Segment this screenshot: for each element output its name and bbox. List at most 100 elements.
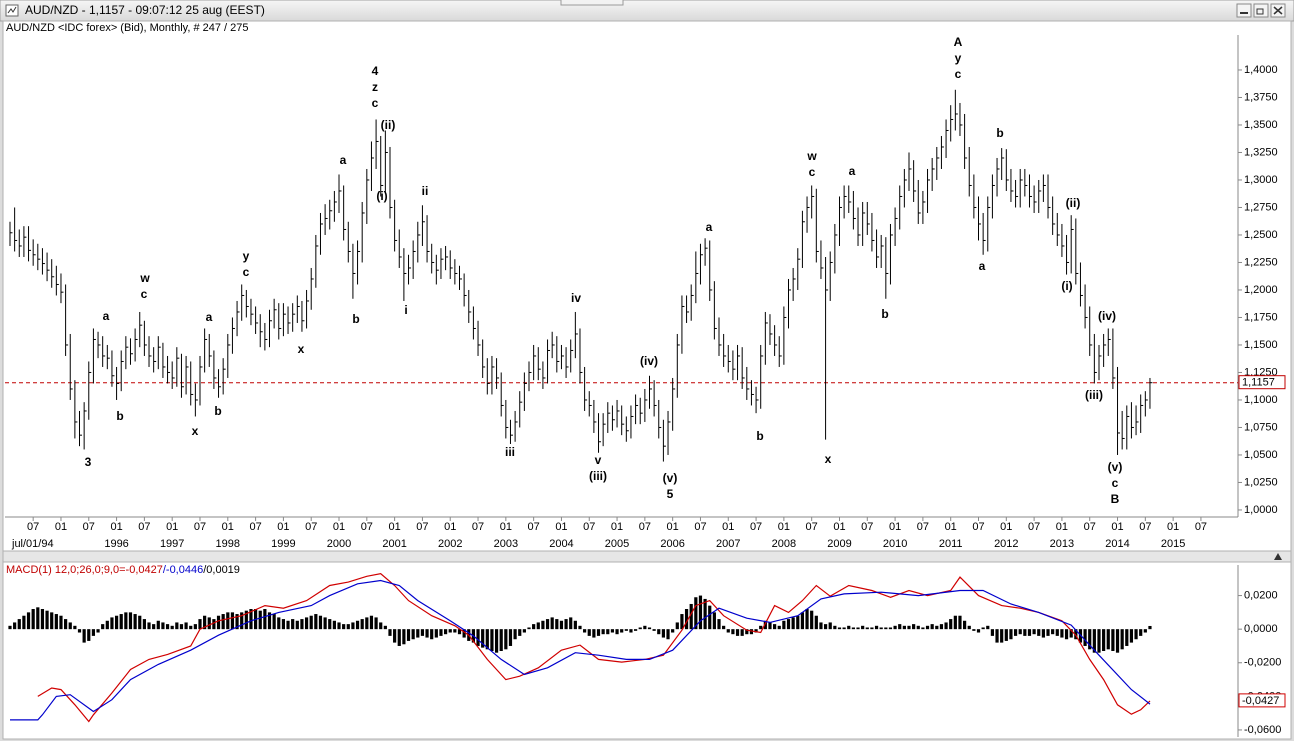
histogram-bar xyxy=(26,612,31,630)
histogram-bar xyxy=(564,619,568,630)
x-tick-label: 07 xyxy=(138,521,150,533)
histogram-bar xyxy=(902,625,906,630)
histogram-bar xyxy=(722,625,726,630)
x-tick-label: 07 xyxy=(27,521,39,533)
x-tick-label: 01 xyxy=(1056,521,1068,533)
wave-label: v xyxy=(595,453,602,467)
wave-label: (iv) xyxy=(1098,309,1116,323)
y-tick-label: -0,0200 xyxy=(1244,657,1281,669)
histogram-bar xyxy=(981,627,985,630)
histogram-bar xyxy=(912,624,916,630)
wave-label: c xyxy=(809,165,816,179)
histogram-bar xyxy=(976,629,981,633)
x-tick-label: 07 xyxy=(361,521,373,533)
histogram-bar xyxy=(300,619,304,630)
histogram-bar xyxy=(240,612,244,630)
y-tick-label: 1,1500 xyxy=(1244,339,1278,351)
histogram-bar xyxy=(1148,625,1152,630)
wave-label: x xyxy=(192,424,199,438)
histogram-bar xyxy=(768,622,772,630)
histogram-bar xyxy=(601,629,605,635)
x-tick-label: 07 xyxy=(917,521,929,533)
histogram-bar xyxy=(958,615,962,630)
minimize-button[interactable] xyxy=(1236,3,1252,18)
histogram-bar xyxy=(1129,629,1134,643)
histogram-bar xyxy=(494,629,499,653)
histogram-bar xyxy=(420,629,425,636)
histogram-bar xyxy=(360,619,364,630)
histogram-bar xyxy=(351,622,355,630)
histogram-bar xyxy=(661,629,665,638)
wave-label: (iii) xyxy=(1085,388,1103,402)
histogram-bar xyxy=(1023,629,1027,636)
x-tick-label: 07 xyxy=(249,521,261,533)
histogram-bar xyxy=(703,598,707,630)
wave-label: b xyxy=(996,126,1003,140)
histogram-bar xyxy=(735,629,740,636)
histogram-bar xyxy=(318,615,323,630)
year-label: 1999 xyxy=(271,538,295,550)
histogram-bar xyxy=(346,624,350,630)
histogram-bar xyxy=(87,629,91,641)
x-tick-label: 07 xyxy=(694,521,706,533)
histogram-bar xyxy=(45,610,49,630)
histogram-bar xyxy=(671,629,675,633)
histogram-bar xyxy=(1000,629,1004,643)
histogram-bar xyxy=(805,609,809,630)
histogram-bar xyxy=(587,629,591,636)
histogram-bar xyxy=(235,614,239,630)
crosshair-tab[interactable] xyxy=(560,0,624,6)
x-tick-label: 01 xyxy=(722,521,734,533)
histogram-bar xyxy=(105,620,109,630)
histogram-bar xyxy=(569,617,573,630)
histogram-bar xyxy=(1037,629,1041,636)
histogram-bar xyxy=(1018,629,1022,635)
year-label: 2008 xyxy=(772,538,796,550)
histogram-bar xyxy=(1046,629,1050,636)
histogram-bar xyxy=(698,595,703,630)
year-label: 2000 xyxy=(327,538,351,550)
histogram-bar xyxy=(59,615,63,630)
panel-toggle[interactable] xyxy=(1274,553,1282,560)
macd-legend-signal: /-0,0446 xyxy=(163,564,203,576)
histogram-bar xyxy=(916,625,920,630)
restore-button[interactable] xyxy=(1253,3,1269,18)
histogram-bar xyxy=(499,629,503,651)
histogram-bar xyxy=(411,629,415,640)
histogram-bar xyxy=(170,625,174,630)
histogram-bar xyxy=(142,619,146,630)
histogram-bar xyxy=(814,615,818,630)
year-label: jul/01/94 xyxy=(11,538,54,550)
wave-label: (i) xyxy=(1061,279,1072,293)
histogram-bar xyxy=(277,617,281,630)
histogram-bar xyxy=(73,625,77,630)
close-glyph xyxy=(1273,6,1283,15)
histogram-bar xyxy=(684,609,689,630)
histogram-bar xyxy=(1051,629,1055,635)
histogram-bar xyxy=(953,615,957,630)
histogram-bar xyxy=(425,629,429,638)
wave-label: (v) xyxy=(663,471,678,485)
histogram-bar xyxy=(17,619,21,630)
x-tick-label: 01 xyxy=(333,521,345,533)
histogram-bar xyxy=(397,629,401,646)
histogram-bar xyxy=(175,622,179,630)
histogram-bar xyxy=(791,617,795,630)
x-tick-label: 07 xyxy=(750,521,762,533)
wave-label: a xyxy=(103,309,110,323)
wave-label: y xyxy=(955,51,962,65)
year-label: 1997 xyxy=(160,538,184,550)
wave-label: z xyxy=(372,80,378,94)
histogram-bar xyxy=(680,614,684,630)
y-tick-label: 1,3750 xyxy=(1244,91,1278,103)
histogram-bar xyxy=(374,617,378,630)
histogram-bar xyxy=(842,627,846,630)
histogram-bar xyxy=(101,624,105,630)
histogram-bar xyxy=(518,629,522,636)
x-tick-label: 07 xyxy=(1084,521,1096,533)
histogram-bar xyxy=(54,614,58,630)
histogram-bar xyxy=(50,612,54,630)
histogram-bar xyxy=(786,619,791,630)
wave-label: (ii) xyxy=(381,118,396,132)
histogram-bar xyxy=(508,629,513,646)
